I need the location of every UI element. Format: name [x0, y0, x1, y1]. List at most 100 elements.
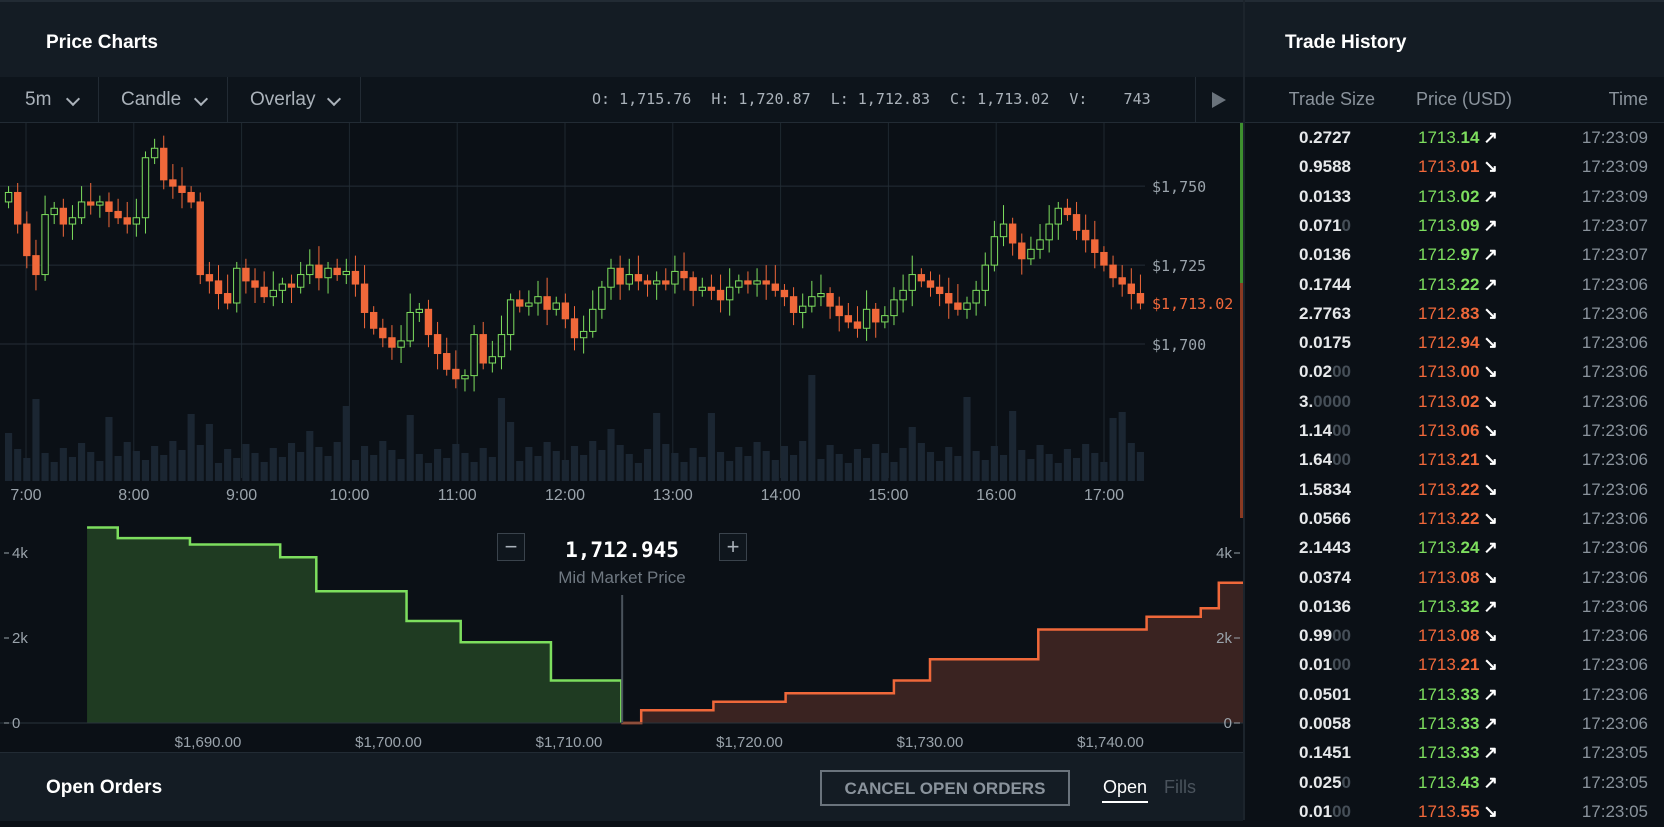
- cancel-open-orders-button[interactable]: CANCEL OPEN ORDERS: [820, 770, 1070, 806]
- volume-bar: [424, 463, 433, 481]
- candle-body: [634, 274, 643, 282]
- candlestick-chart[interactable]: 7:00 8:00 9:00 10:00 11:00 12:00 13:00 14:00 15:…: [0, 123, 1243, 518]
- tab-fills[interactable]: Fills: [1164, 777, 1196, 797]
- ohlc-open: O: 1,715.76: [592, 90, 692, 108]
- volume-bar: [488, 457, 496, 481]
- y-tick-label: $1,700: [1152, 336, 1206, 354]
- candle-body: [123, 217, 131, 225]
- candle-body: [890, 299, 898, 317]
- candle-body: [917, 274, 926, 282]
- trade-price: 1713.08 ↘: [1418, 567, 1498, 587]
- candle-body: [552, 302, 560, 310]
- volume-bar: [954, 456, 962, 481]
- candle-body: [999, 223, 1008, 238]
- volume-bar: [169, 441, 177, 481]
- trade-history-header: Trade History: [1245, 0, 1664, 79]
- volume-bar: [543, 442, 551, 481]
- volume-bar: [50, 462, 58, 481]
- trade-size: 0.0136: [1299, 596, 1351, 616]
- trade-price: 1713.06 ↘: [1418, 421, 1498, 440]
- candle-body: [4, 191, 13, 203]
- candle-body: [13, 191, 22, 225]
- candle-body: [205, 274, 214, 282]
- trade-price: 1713.08 ↘: [1418, 626, 1498, 646]
- x-tick-label: 9:00: [226, 487, 257, 504]
- depth-chart[interactable]: 0 0 2k 2k 4k 4k $1,690.00 $1,700.00 $1,710.00 $1,…: [0, 520, 1243, 752]
- trade-size: 0.0100: [1298, 801, 1351, 821]
- trade-price: 1712.83 ↘: [1418, 303, 1498, 323]
- depth-x-tick-label: $1,730.00: [897, 734, 964, 751]
- volume-bar: [242, 444, 250, 481]
- volume-bar: [899, 448, 907, 481]
- arrow-up-right-icon: ↗: [1483, 128, 1498, 147]
- volume-bar: [726, 461, 734, 481]
- overlay-dropdown[interactable]: Overlay: [228, 77, 361, 122]
- volume-bar: [570, 446, 579, 481]
- candle-body: [826, 293, 834, 307]
- volume-bar: [999, 455, 1008, 481]
- candle-body: [662, 280, 670, 285]
- interval-dropdown[interactable]: 5m: [0, 77, 99, 122]
- play-icon: [1212, 92, 1226, 108]
- mid-market-control: − + 1,712.945 Mid Market Price: [497, 533, 747, 593]
- volume-bar: [233, 458, 241, 481]
- trade-size: 0.1451: [1299, 743, 1351, 763]
- volume-bar: [379, 441, 387, 481]
- volume-bar: [251, 453, 259, 481]
- trade-row: 0.2727 1713.14 ↗ 17:23:09: [1245, 124, 1664, 153]
- volume-bar: [41, 453, 49, 481]
- chart-toolbar: 5m Candle Overlay O: 1,715.76 H: 1,720.87…: [0, 77, 1243, 123]
- depth-x-tick-label: $1,690.00: [175, 734, 242, 751]
- tab-open[interactable]: Open: [1102, 777, 1149, 803]
- zoom-in-button[interactable]: +: [719, 533, 747, 561]
- candle-body: [1018, 242, 1026, 260]
- arrow-up-right-icon: ↗: [1483, 743, 1498, 763]
- trade-row: 3.0000 1713.02 ↘ 17:23:06: [1245, 388, 1664, 417]
- arrow-up-right-icon: ↗: [1483, 772, 1498, 792]
- candle-body: [990, 236, 999, 266]
- volume-bar: [643, 449, 652, 481]
- volume-bar: [762, 451, 770, 481]
- volume-bar: [78, 443, 86, 481]
- volume-bar: [853, 449, 862, 481]
- candle-body: [351, 270, 360, 285]
- trade-history-title: Trade History: [1285, 32, 1407, 53]
- candle-body: [899, 289, 907, 301]
- depth-y-tick-right: 4k: [1216, 545, 1232, 562]
- volume-bar: [972, 451, 980, 481]
- x-tick-label: 13:00: [653, 487, 693, 504]
- chart-type-dropdown[interactable]: Candle: [99, 77, 228, 122]
- candle-body: [954, 302, 962, 310]
- trade-price: 1712.94 ↘: [1418, 333, 1498, 353]
- arrow-down-right-icon: ↘: [1483, 655, 1498, 675]
- trade-row: 0.0501 1713.33 ↗ 17:23:06: [1245, 681, 1664, 710]
- trade-size: 1.5834: [1299, 479, 1351, 499]
- trade-size: 1.1400: [1298, 421, 1351, 440]
- candle-body: [59, 207, 68, 225]
- candle-body: [406, 311, 414, 342]
- candle-body: [1072, 214, 1081, 231]
- trade-time: 17:23:06: [1581, 714, 1648, 733]
- volume-bar: [534, 456, 542, 481]
- candle-body: [698, 286, 706, 291]
- volume-bar: [689, 448, 697, 481]
- arrow-down-right-icon: ↘: [1483, 333, 1498, 353]
- trade-size: 0.0175: [1299, 333, 1351, 353]
- arrow-down-right-icon: ↘: [1483, 391, 1498, 411]
- candle-body: [68, 217, 77, 225]
- trade-price: 1713.09 ↗: [1418, 215, 1498, 235]
- candle-body: [424, 308, 433, 336]
- mid-market-price: 1,712.945: [565, 538, 679, 562]
- zoom-out-button[interactable]: −: [497, 533, 525, 561]
- candle-body: [1136, 293, 1145, 304]
- volume-bar: [835, 454, 843, 481]
- trade-price: 1713.33 ↗: [1418, 714, 1498, 733]
- play-button[interactable]: [1195, 77, 1244, 122]
- bids-area: [87, 527, 622, 723]
- volume-bar: [525, 447, 533, 481]
- trade-time: 17:23:06: [1581, 596, 1648, 616]
- ohlc-close: C: 1,713.02: [950, 90, 1050, 108]
- trade-time: 17:23:05: [1581, 801, 1648, 821]
- candle-body: [242, 267, 250, 282]
- trade-time: 17:23:05: [1581, 743, 1648, 763]
